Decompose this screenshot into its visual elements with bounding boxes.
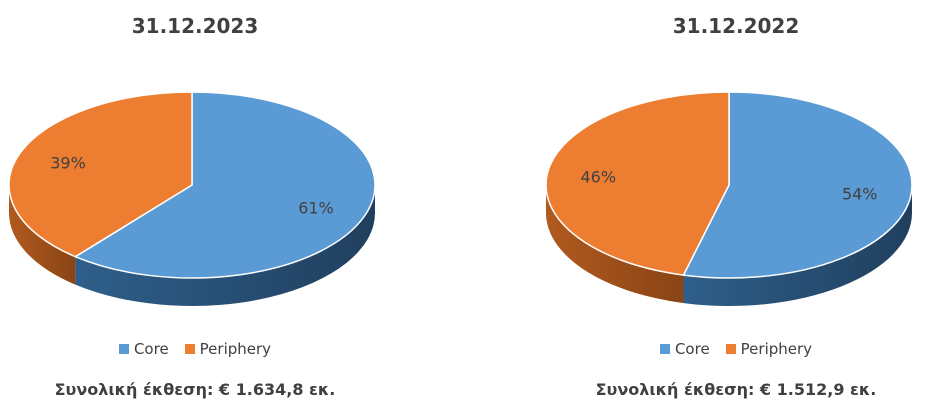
legend-swatch-periphery (725, 344, 736, 354)
chart-title: 31.12.2022 (672, 14, 800, 38)
legend: Core Periphery (530, 340, 942, 358)
data-label-periphery: 39% (50, 153, 86, 172)
pie-chart-2023: 31.12.2023 61% 39% Core Periphery Συνολικ… (0, 0, 390, 410)
legend-label: Core (674, 340, 710, 358)
legend: Core Periphery (0, 340, 390, 358)
total-exposure: Συνολική έκθεση: € 1.634,8 εκ. (54, 380, 336, 399)
legend-swatch-periphery (184, 344, 195, 354)
data-label-periphery: 46% (580, 168, 616, 187)
legend-item-core: Core (659, 340, 710, 358)
pie-chart-2022: 31.12.2022 54% 46% Core Periphery Συνολικ… (530, 0, 942, 410)
slice-side-core (683, 185, 912, 307)
total-exposure: Συνολική έκθεση: € 1.512,9 εκ. (595, 380, 877, 399)
slice-side-periphery (546, 185, 684, 304)
slice-side-periphery (9, 185, 76, 285)
chart-title: 31.12.2023 (131, 14, 259, 38)
slice-core (682, 91, 913, 279)
legend-item-periphery: Periphery (725, 340, 813, 358)
legend-item-periphery: Periphery (184, 340, 272, 358)
pie-plot: 54% 46% (545, 91, 913, 307)
pie-plot: 61% 39% (8, 91, 376, 306)
slice-core (74, 91, 376, 279)
legend-swatch-core (659, 344, 670, 354)
legend-label: Periphery (199, 340, 272, 358)
slice-periphery (8, 91, 193, 258)
data-label-core: 54% (842, 184, 878, 203)
legend-swatch-core (118, 344, 129, 354)
legend-label: Core (133, 340, 169, 358)
slice-periphery (545, 91, 730, 276)
legend-label: Periphery (740, 340, 813, 358)
data-label-core: 61% (298, 199, 334, 218)
legend-item-core: Core (118, 340, 169, 358)
